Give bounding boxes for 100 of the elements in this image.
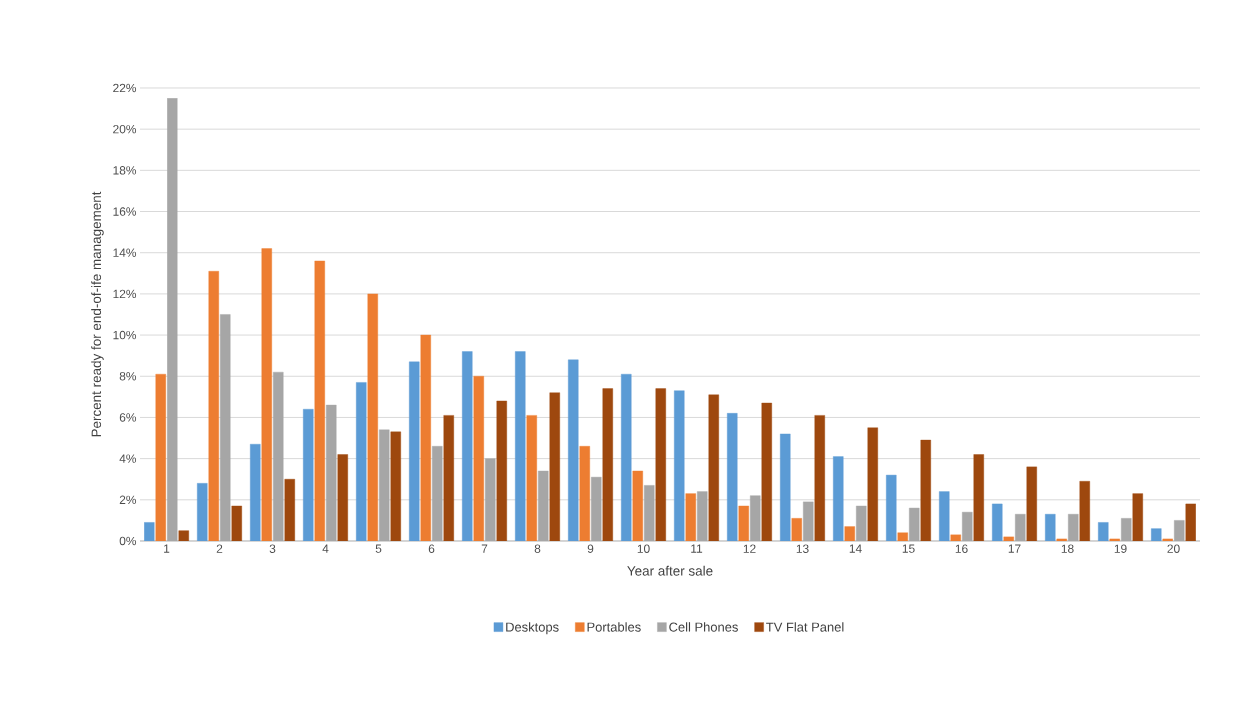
bar (738, 505, 749, 541)
x-tick-label: 17 (1008, 544, 1021, 553)
bar (1098, 522, 1109, 541)
bar (579, 446, 590, 541)
x-tick-label: 19 (1114, 544, 1127, 553)
bar (432, 446, 443, 541)
bar (549, 392, 560, 541)
x-tick-label: 18 (1061, 544, 1074, 553)
y-tick-label: 8% (119, 372, 137, 381)
bar (1045, 514, 1056, 541)
bar (697, 491, 708, 541)
x-tick-label: 12 (743, 544, 756, 553)
legend-label: Cell Phones (669, 622, 738, 632)
bar (314, 260, 325, 541)
bar (844, 526, 855, 541)
legend-label: TV Flat Panel (766, 622, 844, 632)
bar (897, 532, 908, 541)
x-tick-label: 8 (534, 544, 541, 553)
bar (814, 415, 825, 541)
bar (284, 479, 295, 541)
x-tick-label: 1 (164, 544, 170, 553)
x-axis-title: Year after sale (627, 565, 713, 576)
bar (591, 476, 602, 541)
x-tick-label: 4 (322, 544, 329, 553)
bar (144, 522, 155, 541)
bar (750, 495, 761, 541)
y-tick-label: 20% (113, 124, 137, 134)
bar (621, 374, 632, 541)
bar (1068, 514, 1079, 541)
bar (780, 433, 791, 541)
bar (833, 456, 844, 541)
bar (155, 374, 166, 541)
bar (250, 444, 261, 541)
x-tick-label: 14 (849, 544, 862, 553)
x-tick-label: 6 (428, 544, 435, 553)
bar (326, 404, 337, 541)
bar (473, 376, 484, 541)
bar (1185, 503, 1196, 541)
bar (973, 454, 984, 541)
x-tick-label: 3 (269, 544, 276, 553)
bar (1109, 538, 1120, 541)
bar (220, 314, 231, 541)
y-tick-label: 2% (119, 495, 137, 504)
bar (356, 382, 367, 541)
bar (632, 470, 643, 541)
bar (1174, 520, 1185, 541)
bar (409, 361, 420, 541)
y-tick-label: 18% (113, 166, 137, 175)
bar (379, 429, 390, 541)
y-tick-label: 0% (119, 536, 137, 546)
bar (803, 501, 814, 541)
bar (674, 390, 685, 541)
bar (1003, 536, 1014, 541)
y-tick-label: 14% (113, 248, 137, 257)
bar (462, 351, 473, 541)
bar (167, 98, 178, 541)
bar (390, 431, 401, 541)
y-axis-title: Percent ready for end-of-ife management (91, 191, 104, 437)
x-tick-label: 9 (587, 544, 594, 553)
bar (496, 400, 507, 541)
x-tick-label: 5 (375, 544, 382, 553)
bar (568, 359, 579, 541)
bar (197, 483, 208, 541)
bar (727, 413, 738, 541)
bar (273, 371, 284, 541)
x-tick-label: 11 (691, 544, 703, 553)
bar (1121, 518, 1132, 541)
x-tick-label: 10 (637, 544, 650, 553)
bar (886, 474, 897, 541)
x-tick-label: 20 (1167, 544, 1180, 553)
bar (644, 485, 655, 541)
bar (685, 493, 696, 541)
x-tick-label: 2 (216, 544, 223, 553)
legend-label: Portables (587, 622, 641, 632)
bar (1132, 493, 1143, 541)
y-tick-label: 4% (119, 454, 137, 463)
bar (867, 427, 878, 541)
y-tick-label: 16% (113, 207, 137, 216)
bar (1026, 466, 1037, 541)
bar (443, 415, 454, 541)
y-tick-label: 12% (113, 289, 137, 299)
x-tick-label: 13 (796, 544, 809, 553)
bar (178, 530, 189, 541)
bar (538, 470, 549, 541)
bar (939, 491, 950, 541)
bar (950, 534, 961, 541)
legend-label: Desktops (506, 622, 559, 635)
bar (1151, 528, 1162, 541)
bar (920, 439, 931, 541)
bar (1079, 481, 1090, 541)
bar (261, 248, 272, 541)
bar (1015, 514, 1026, 541)
y-tick-label: 10% (113, 330, 137, 340)
y-tick-label: 22% (113, 83, 137, 93)
bar (708, 394, 719, 541)
x-tick-label: 16 (955, 544, 968, 553)
bar (655, 388, 666, 541)
bar (856, 505, 867, 541)
bar (420, 334, 431, 541)
bar (909, 507, 920, 541)
